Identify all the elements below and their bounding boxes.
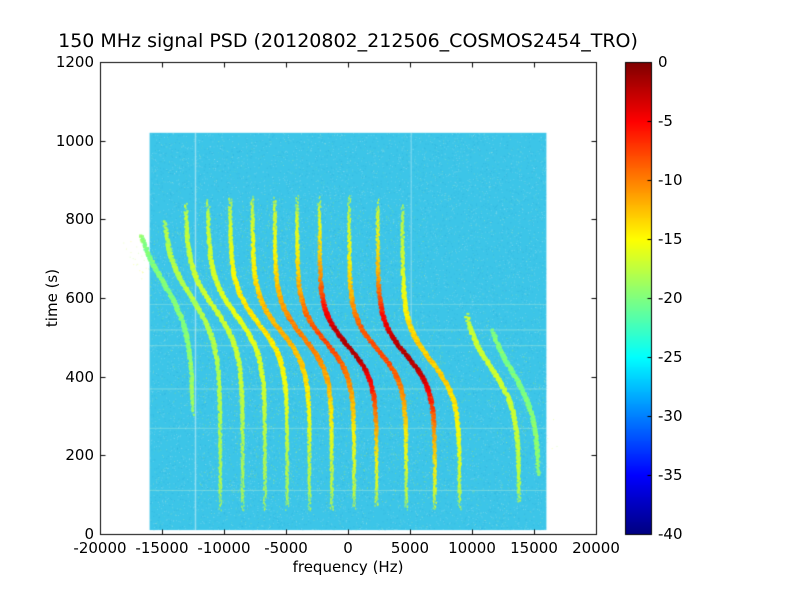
y-tick-label: 0 bbox=[84, 525, 94, 543]
colorbar-tick-label: -20 bbox=[658, 289, 683, 307]
y-tick-label: 200 bbox=[65, 446, 94, 465]
y-tick-label: 1000 bbox=[55, 131, 94, 150]
x-tick-label: 15000 bbox=[510, 539, 558, 557]
chart-title: 150 MHz signal PSD (20120802_212506_COSM… bbox=[58, 30, 638, 52]
x-tick-label: 10000 bbox=[448, 539, 496, 557]
y-tick-label: 800 bbox=[65, 210, 94, 229]
colorbar-tick-label: -10 bbox=[658, 171, 683, 189]
colorbar-tick-label: -5 bbox=[658, 112, 673, 130]
colorbar-tick-label: -30 bbox=[658, 407, 683, 425]
x-tick-label: -10000 bbox=[197, 539, 251, 557]
x-tick-label: -15000 bbox=[135, 539, 189, 557]
colorbar-tick-label: -35 bbox=[658, 466, 683, 484]
y-tick-label: 1200 bbox=[55, 53, 94, 71]
x-tick-label: -5000 bbox=[264, 539, 308, 557]
y-tick-label: 600 bbox=[65, 289, 94, 307]
colorbar-tick-label: -40 bbox=[658, 525, 683, 543]
colorbar-tick-label: -15 bbox=[658, 230, 683, 248]
x-tick-label: 5000 bbox=[390, 539, 430, 557]
y-tick-label: 400 bbox=[65, 367, 94, 386]
x-tick-label: 0 bbox=[343, 539, 353, 557]
colorbar-tick-label: 0 bbox=[658, 53, 668, 71]
x-axis-label: frequency (Hz) bbox=[292, 558, 404, 576]
x-tick-label: 20000 bbox=[572, 539, 620, 557]
x-tick-label: -20000 bbox=[73, 539, 127, 557]
colorbar-tick-label: -25 bbox=[658, 348, 683, 366]
